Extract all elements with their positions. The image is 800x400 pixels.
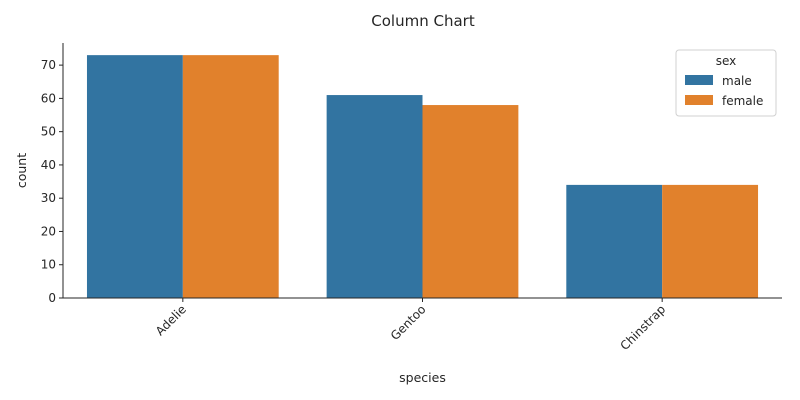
y-ticks-group: 0 10 20 30 40 50 60 70 [41,58,63,305]
y-tick-label: 30 [41,191,56,205]
bar-adelie-male [86,55,183,298]
x-ticks-group: Adelie Gentoo Chinstrap [153,298,668,353]
y-tick-label: 70 [41,58,56,72]
chart-title: Column Chart [371,12,475,30]
legend-title: sex [716,54,737,68]
y-tick-label: 40 [41,158,56,172]
y-axis-label: count [14,153,29,188]
x-axis-label: species [399,370,446,385]
y-tick-label: 0 [48,291,56,305]
bar-chinstrap-female [662,184,759,298]
x-tick-label-chinstrap: Chinstrap [618,302,669,353]
bar-gentoo-female [422,105,519,298]
y-tick-label: 50 [41,125,56,139]
legend: sex male female [675,49,777,117]
bars-group [86,55,759,298]
bar-chinstrap-male [566,184,663,298]
y-tick-label: 20 [41,224,56,238]
legend-label-male: male [722,74,752,88]
x-tick-label-gentoo: Gentoo [388,302,429,343]
legend-label-female: female [722,94,763,108]
y-tick-label: 10 [41,258,56,272]
y-tick-label: 60 [41,91,56,105]
legend-swatch-male [685,75,713,85]
bar-adelie-female [182,55,279,298]
bar-gentoo-male [326,95,423,298]
x-tick-label-adelie: Adelie [153,302,189,338]
legend-swatch-female [685,95,713,105]
